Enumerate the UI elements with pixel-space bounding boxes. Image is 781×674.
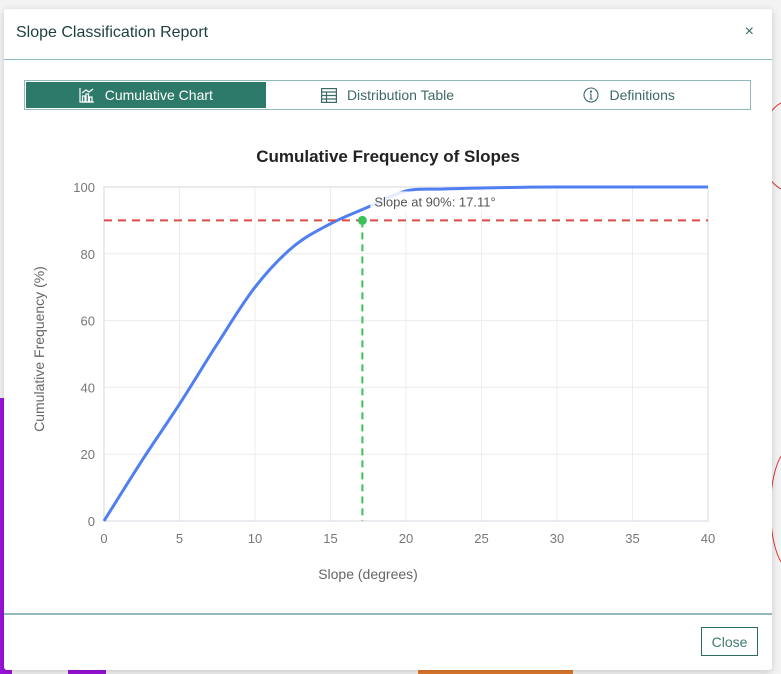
table-icon: [320, 87, 337, 103]
tab-label: Definitions: [609, 87, 675, 103]
x-tick-label: 25: [474, 531, 488, 546]
slope-report-dialog: Slope Classification Report × Cumulative…: [4, 9, 772, 670]
annotation-label-bg: [370, 191, 521, 212]
plot-border: [103, 186, 709, 522]
footer-divider: [4, 613, 772, 615]
x-tick-label: 0: [100, 531, 107, 546]
x-tick-label: 30: [550, 531, 564, 546]
close-button[interactable]: Close: [701, 627, 758, 656]
x-tick-label: 10: [248, 531, 262, 546]
y-tick-label: 100: [73, 180, 95, 195]
cumulative-chart: Cumulative Frequency of Slopes Cumulativ…: [4, 119, 772, 609]
x-tick-label: 20: [399, 531, 413, 546]
chart-title: Cumulative Frequency of Slopes: [256, 147, 520, 166]
y-tick-label: 40: [81, 380, 95, 395]
tab-bar: Cumulative Chart Distribution Table Defi…: [24, 80, 751, 110]
cumulative-curve: [102, 185, 708, 522]
x-tick-label: 35: [625, 531, 639, 546]
plot-area: 0 5 10 15 20 25 30 35 40 0 20 40 60 80 100 Slope at 90%…: [73, 180, 715, 546]
tab-distribution-table[interactable]: Distribution Table: [268, 82, 508, 108]
x-tick-label: 5: [176, 531, 183, 546]
tab-definitions[interactable]: Definitions: [509, 82, 749, 108]
y-tick-label: 0: [88, 514, 95, 529]
y-tick-label: 20: [81, 447, 95, 462]
tab-cumulative-chart[interactable]: Cumulative Chart: [26, 82, 266, 108]
x-axis-label: Slope (degrees): [318, 566, 418, 582]
x-tick-label: 15: [323, 531, 337, 546]
dialog-title: Slope Classification Report: [16, 24, 209, 41]
chart-icon: [79, 87, 95, 103]
tab-label: Distribution Table: [346, 87, 455, 103]
tab-label: Cumulative Chart: [104, 87, 213, 103]
x-tick-label: 40: [701, 531, 715, 546]
annotation-label: Slope at 90%: 17.11°: [374, 194, 495, 209]
close-icon[interactable]: ×: [744, 23, 754, 40]
map-feature-orange: [418, 668, 573, 674]
info-icon: [583, 87, 600, 103]
dialog-header: Slope Classification Report ×: [4, 9, 772, 60]
slope-90-point: [357, 215, 367, 225]
y-tick-label: 60: [81, 314, 95, 329]
y-tick-label: 80: [81, 247, 95, 262]
